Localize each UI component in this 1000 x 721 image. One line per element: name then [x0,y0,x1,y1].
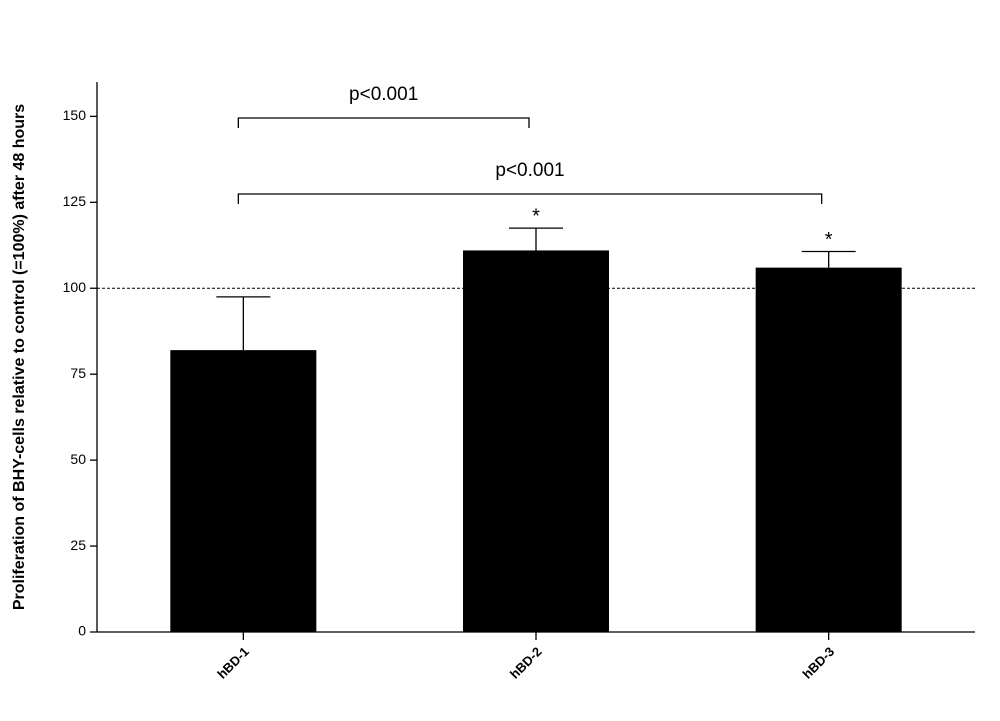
y-tick-label: 150 [63,107,87,123]
x-tick-label: hBD-3 [800,644,838,682]
error-bar [801,250,856,268]
y-tick-label: 25 [70,537,86,553]
y-tick-label: 0 [78,623,86,639]
significance-star: * [532,205,540,227]
y-tick-label: 125 [63,193,87,209]
bar [463,250,609,632]
x-tick-label: hBD-2 [507,644,545,682]
bar [170,350,317,632]
error-bar [216,296,271,351]
significance-star: * [825,229,833,251]
significance-label: p<0.001 [349,84,418,105]
y-tick-label: 50 [70,451,86,467]
y-tick-label: 100 [63,279,87,295]
error-bar [509,227,563,251]
significance-bracket [237,117,530,128]
y-axis-label: Proliferation of BHY-cells relative to c… [11,104,28,610]
bar [755,267,902,632]
significance-bracket [237,193,823,204]
y-tick-label: 75 [70,365,86,381]
significance-label: p<0.001 [495,160,564,181]
x-tick-label: hBD-1 [214,644,252,682]
